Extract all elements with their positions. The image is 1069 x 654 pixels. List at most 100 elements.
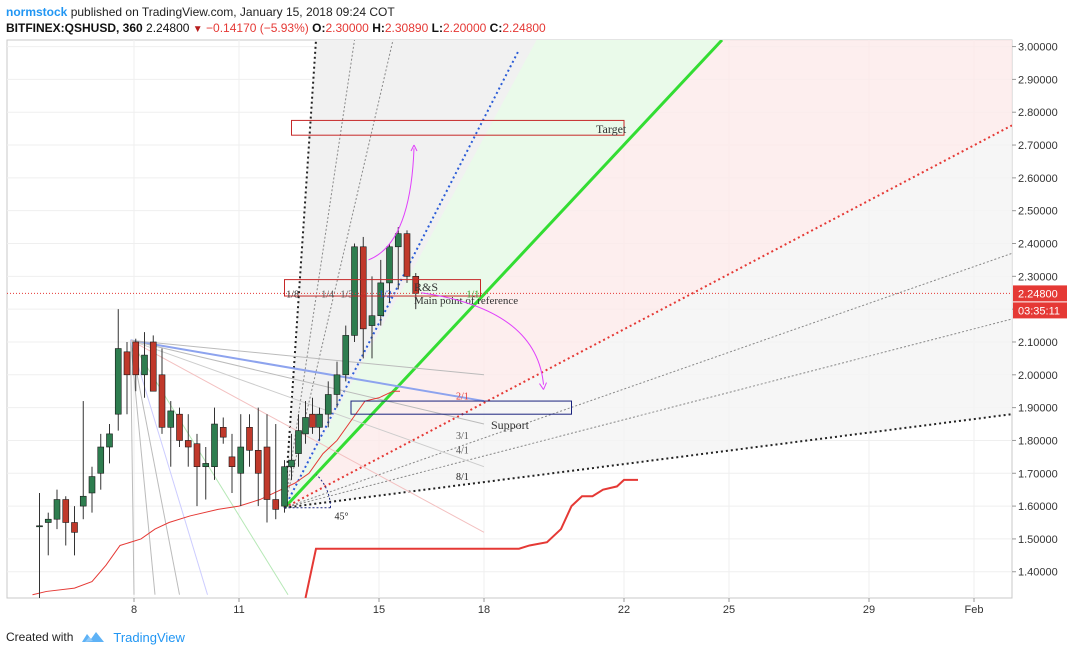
fan-ratio-label: 1/1: [467, 290, 480, 301]
timer-badge-text: 03:35:11: [1018, 305, 1060, 317]
author-link[interactable]: normstock: [6, 5, 68, 19]
y-tick-label: 1.80000: [1018, 435, 1058, 447]
red-span-line: [304, 478, 638, 598]
candle-body: [237, 446, 245, 474]
candle-body: [368, 315, 376, 326]
support-label: Support: [491, 418, 530, 432]
y-tick-label: 2.90000: [1018, 74, 1058, 86]
fan-ratio-label: 1/3: [341, 290, 354, 301]
candle-body: [167, 410, 175, 428]
price-badge: [1013, 285, 1067, 302]
candle-body: [333, 374, 341, 395]
price-change: −0.14170 (−5.93%): [206, 21, 309, 35]
main-reference-label: Main point of reference: [414, 295, 518, 307]
candle-body: [246, 427, 253, 451]
left-fan-line: [130, 340, 208, 595]
down-arrow-curve: [420, 292, 544, 385]
ohlc-line: BITFINEX:QSHUSD, 360 2.24800 ▼ −0.14170 …: [6, 20, 1056, 36]
down-arrow-icon: ▼: [192, 24, 203, 35]
left-fan-line: [130, 340, 156, 595]
fan-zone-pink: [284, 40, 1012, 508]
left-fan-line: [130, 339, 485, 468]
publish-line: normstock published on TradingView.com, …: [6, 4, 1056, 20]
left-fan-line: [130, 339, 485, 425]
y-tick-label: 3.00000: [1018, 42, 1058, 54]
candle-body: [53, 499, 61, 520]
candle-body: [281, 466, 288, 507]
rs-label: R&S: [414, 280, 438, 294]
y-tick-label: 2.40000: [1018, 239, 1058, 251]
price-badge-text: 2.24800: [1018, 288, 1058, 300]
x-tick-label: 22: [618, 604, 630, 616]
low-value: 2.20000: [442, 21, 487, 35]
tradingview-logo-icon: [82, 632, 105, 642]
x-tick-label: Feb: [965, 604, 984, 616]
candle-body: [184, 440, 192, 448]
candle-body: [158, 374, 166, 428]
rs-box: [284, 279, 481, 297]
y-tick-label: 2.10000: [1018, 337, 1058, 349]
fan-ratio-label: 1/4: [321, 290, 334, 301]
candle-body: [351, 246, 358, 336]
candle-body: [97, 446, 105, 474]
candle-body: [123, 351, 131, 376]
last-price: 2.24800: [146, 21, 190, 35]
x-tick-label: 29: [863, 604, 875, 616]
candle-body: [149, 341, 157, 392]
timer-badge: [1013, 302, 1067, 319]
candle-body: [44, 518, 52, 523]
x-tick-label: 18: [478, 604, 490, 616]
low-label: L:: [431, 21, 443, 35]
tradingview-brand-link[interactable]: TradingView: [113, 629, 185, 645]
y-tick-label: 2.00000: [1018, 370, 1058, 382]
fan-line-1-8: [283, 40, 317, 508]
candle-body: [71, 522, 78, 533]
x-tick-label: 25: [723, 604, 735, 616]
candle-body: [36, 525, 43, 528]
fan-line-4-1: [284, 318, 1012, 509]
created-with-text: Created with: [6, 630, 74, 644]
candle-body: [62, 499, 70, 523]
candle-body: [141, 354, 148, 376]
left-fan-line: [130, 340, 135, 595]
candle-body: [342, 335, 350, 376]
left-fan-line: [130, 339, 485, 403]
candle-body: [288, 459, 295, 468]
y-tick-label: 1.90000: [1018, 403, 1058, 415]
candle-body: [132, 341, 140, 376]
fan-ratio-label: 3/1: [456, 431, 469, 442]
up-arrow-head: [410, 144, 418, 152]
y-tick-label: 1.40000: [1018, 567, 1058, 579]
candle-body: [211, 423, 218, 468]
candle-body: [202, 463, 210, 468]
candle-body: [302, 417, 309, 435]
high-label: H:: [372, 21, 385, 35]
fan-ratio-label: 2/1: [456, 391, 469, 402]
angle-label: 45°: [335, 512, 349, 523]
high-value: 2.30890: [384, 21, 429, 35]
candle-body: [377, 282, 385, 317]
y-tick-label: 2.70000: [1018, 140, 1058, 152]
candle-body: [324, 394, 332, 415]
x-tick-label: 11: [233, 604, 244, 616]
open-label: O:: [312, 21, 326, 35]
left-fan-line: [130, 339, 485, 533]
candle-body: [176, 413, 183, 441]
support-box: [350, 400, 572, 415]
x-tick-label: 15: [373, 604, 385, 616]
fan-ratio-label: 8/1: [456, 472, 469, 483]
x-tick-label: 8: [131, 604, 137, 616]
left-fan-line: [130, 340, 289, 595]
left-fan-line: [130, 339, 485, 376]
y-tick-label: 2.80000: [1018, 107, 1058, 119]
candle-body: [79, 495, 87, 507]
fan-line-1-4: [284, 40, 355, 508]
fan-ratio-label: 1/2: [379, 290, 392, 301]
y-tick-label: 1.70000: [1018, 468, 1058, 480]
published-text: published on TradingView.com, January 15…: [70, 5, 395, 19]
candle-body: [106, 433, 113, 448]
left-fan-line: [130, 340, 180, 595]
fan-line-2-1: [284, 124, 1012, 509]
